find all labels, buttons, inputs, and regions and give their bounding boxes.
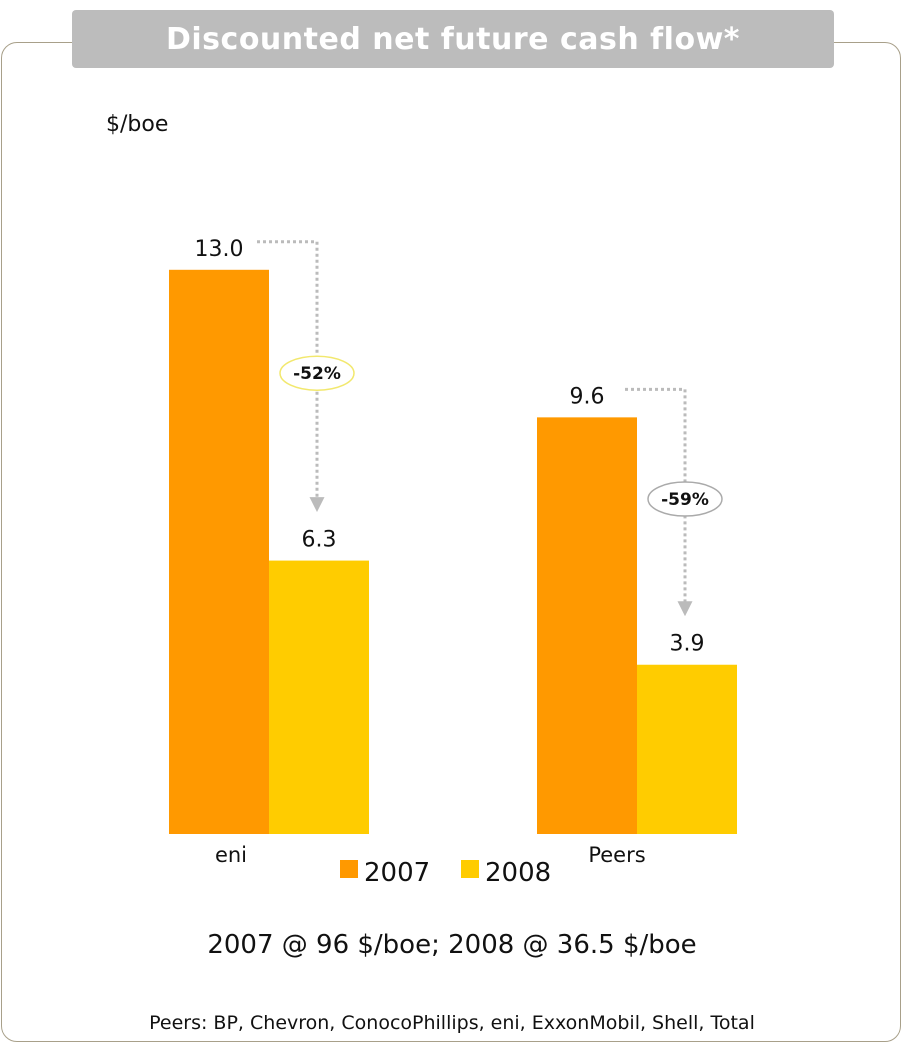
data-label-eni-2007: 13.0	[195, 237, 244, 262]
legend-swatch-2008	[461, 860, 479, 878]
change-label-peers: -59%	[661, 490, 709, 510]
change-arrow-peers	[625, 387, 693, 617]
legend-label-2007: 2007	[364, 858, 430, 888]
category-label-peers: Peers	[588, 843, 645, 867]
legend-label-2008: 2008	[485, 858, 551, 888]
change-badge-peers	[647, 481, 723, 517]
title-banner: Discounted net future cash flow*	[72, 10, 834, 68]
data-label-eni-2008: 6.3	[302, 528, 337, 553]
bar-eni-2008	[269, 560, 369, 834]
chart-title: Discounted net future cash flow*	[166, 21, 740, 57]
data-label-peers-2008: 3.9	[670, 632, 705, 657]
category-label-eni: eni	[215, 843, 247, 867]
bar-chart: 13.0 6.3 -52% eni 9.6 3.9 -59% Peers 2007 2008	[169, 237, 737, 888]
unit-label: $/boe	[106, 112, 169, 137]
change-label-eni: -52%	[293, 364, 341, 384]
legend-swatch-2007	[340, 860, 358, 878]
bar-eni-2007	[169, 269, 269, 834]
change-arrow-eni	[257, 240, 325, 513]
change-badge-eni	[279, 355, 355, 391]
bar-peers-2007	[537, 417, 637, 834]
footnote: Peers: BP, Chevron, ConocoPhillips, eni,…	[149, 1012, 755, 1034]
bar-peers-2008	[637, 664, 737, 834]
condition-note: 2007 @ 96 $/boe; 2008 @ 36.5 $/boe	[207, 930, 697, 960]
data-label-peers-2007: 9.6	[570, 384, 605, 409]
